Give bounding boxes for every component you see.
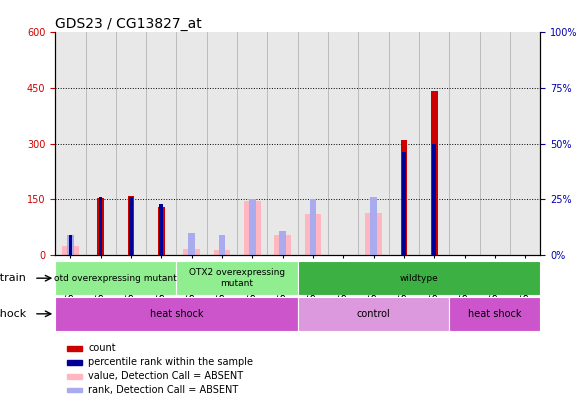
Text: shock: shock [0,309,27,319]
Bar [98,198,104,255]
Text: OTX2 overexpressing
mutant: OTX2 overexpressing mutant [189,268,285,288]
Text: strain: strain [0,273,26,283]
Text: wildtype: wildtype [400,274,439,283]
Bar [310,200,316,255]
Bar [55,297,297,331]
Bar [449,297,540,331]
Bar [158,207,164,255]
Bar [128,196,134,255]
Bar [99,197,102,255]
Bar [370,197,377,255]
Bar [214,250,230,255]
Bar [274,235,291,255]
Text: count: count [88,343,116,354]
Bar [249,200,256,255]
Bar [188,233,195,255]
Bar [431,91,437,255]
Bar [160,204,163,255]
Bar [183,249,200,255]
Bar [365,213,382,255]
Bar [400,140,407,255]
Text: control: control [357,309,390,319]
Bar [67,235,74,255]
Text: otd overexpressing mutant: otd overexpressing mutant [55,274,177,283]
Bar [67,388,82,392]
Bar [67,360,82,364]
Bar [67,346,82,351]
Text: GDS23 / CG13827_at: GDS23 / CG13827_at [55,17,202,30]
Text: heat shock: heat shock [468,309,522,319]
Text: rank, Detection Call = ABSENT: rank, Detection Call = ABSENT [88,385,238,395]
Bar [218,235,225,255]
Bar [177,261,297,295]
Bar [62,246,78,255]
Bar [402,152,406,255]
Bar [129,197,133,255]
Text: heat shock: heat shock [150,309,203,319]
Bar [297,261,540,295]
Text: value, Detection Call = ABSENT: value, Detection Call = ABSENT [88,371,243,381]
Text: percentile rank within the sample: percentile rank within the sample [88,357,253,367]
Bar [304,214,321,255]
Bar [297,297,449,331]
Bar [55,261,177,295]
Bar [244,201,261,255]
Bar [69,235,72,255]
Bar [432,143,436,255]
Bar [67,374,82,379]
Bar [279,231,286,255]
